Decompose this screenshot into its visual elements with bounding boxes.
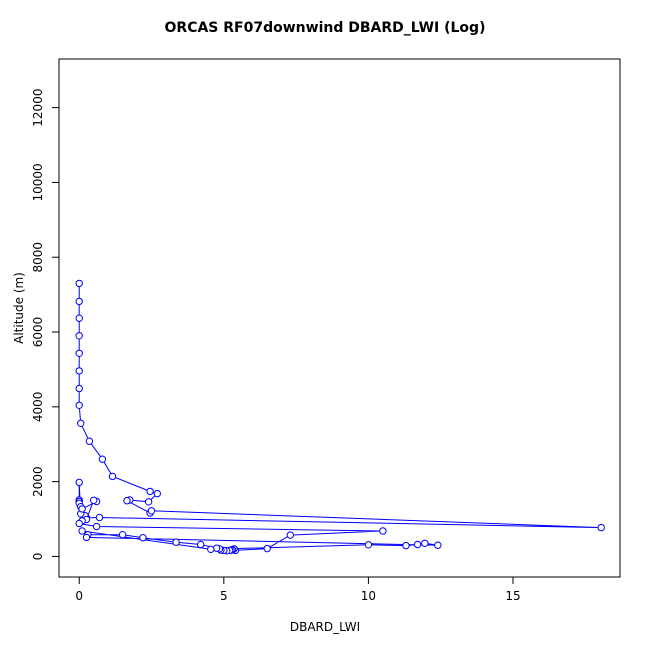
y-tick-label: 6000 xyxy=(31,317,45,348)
data-point xyxy=(92,522,101,531)
plot-frame xyxy=(58,58,621,578)
data-point xyxy=(286,531,294,539)
data-point xyxy=(78,527,86,535)
data-point xyxy=(75,478,83,487)
data-point xyxy=(108,472,117,481)
data-point xyxy=(123,497,131,505)
x-tick-label: 0 xyxy=(75,589,83,603)
data-point xyxy=(75,401,83,409)
data-point xyxy=(78,505,86,513)
y-tick-label: 12000 xyxy=(31,89,45,127)
data-point xyxy=(75,384,83,393)
data-point xyxy=(597,523,605,532)
data-point xyxy=(146,487,154,496)
data-point xyxy=(95,513,104,522)
data-point xyxy=(144,498,153,506)
chart-title: ORCAS RF07downwind DBARD_LWI (Log) xyxy=(164,20,486,36)
data-point xyxy=(75,332,83,340)
data-point xyxy=(147,507,156,515)
data-point xyxy=(75,297,83,306)
y-tick-label: 2000 xyxy=(31,466,45,497)
data-point xyxy=(85,437,94,445)
data-point xyxy=(75,314,83,322)
x-tick-label: 5 xyxy=(220,589,228,603)
data-point xyxy=(75,279,83,288)
data-point xyxy=(434,541,442,549)
y-tick-label: 8000 xyxy=(31,242,45,273)
x-axis-label: DBARD_LWI xyxy=(289,620,361,634)
x-tick-label: 10 xyxy=(361,589,376,603)
data-point xyxy=(379,527,387,535)
data-point xyxy=(197,540,205,549)
y-tick-label: 4000 xyxy=(31,392,45,423)
data-point xyxy=(207,545,215,553)
y-tick-label: 0 xyxy=(31,553,45,561)
series-line xyxy=(78,283,602,552)
data-point xyxy=(139,534,147,542)
data-point xyxy=(263,544,271,553)
data-point xyxy=(118,531,127,539)
data-point xyxy=(421,539,429,547)
data-point xyxy=(82,533,91,542)
data-point xyxy=(212,544,221,552)
data-point xyxy=(364,541,373,549)
data-point xyxy=(153,489,162,498)
data-point xyxy=(172,538,180,546)
data-point xyxy=(75,519,83,528)
data-point xyxy=(402,541,410,550)
data-point xyxy=(77,419,85,427)
data-point xyxy=(75,367,83,375)
data-point xyxy=(98,455,107,463)
data-point xyxy=(413,540,422,549)
y-tick-label: 10000 xyxy=(31,163,45,201)
x-tick-label: 15 xyxy=(505,589,520,603)
data-point xyxy=(90,496,98,504)
data-point xyxy=(75,349,83,357)
